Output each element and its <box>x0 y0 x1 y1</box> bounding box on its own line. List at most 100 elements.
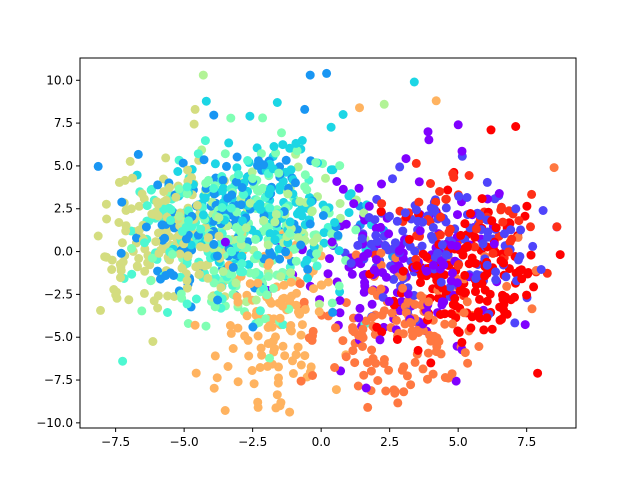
scatter-point <box>549 163 559 173</box>
scatter-point <box>523 268 533 277</box>
scatter-point <box>341 219 351 229</box>
scatter-point <box>430 207 440 217</box>
scatter-point <box>510 292 519 302</box>
scatter-point <box>510 318 520 328</box>
scatter-point <box>384 229 394 239</box>
scatter-point <box>225 321 235 330</box>
scatter-point <box>522 201 532 211</box>
scatter-point <box>174 211 184 221</box>
scatter-point <box>226 113 236 123</box>
y-tick-label: −5.0 <box>44 330 73 344</box>
scatter-point <box>223 362 233 371</box>
scatter-point <box>174 184 184 194</box>
x-tick-label: 5.0 <box>449 435 468 449</box>
scatter-point <box>140 238 149 248</box>
scatter-point <box>253 201 263 211</box>
scatter-point <box>428 260 438 270</box>
scatter-point <box>367 345 377 355</box>
scatter-point <box>416 278 425 288</box>
scatter-point <box>398 329 408 339</box>
scatter-point <box>478 239 488 249</box>
scatter-point <box>233 323 243 333</box>
scatter-point <box>102 252 112 262</box>
scatter-point <box>494 189 504 198</box>
scatter-point <box>292 288 301 298</box>
scatter-point <box>487 216 497 226</box>
scatter-point <box>140 266 150 276</box>
scatter-point <box>370 215 380 225</box>
scatter-point <box>552 222 562 232</box>
scatter-point <box>141 222 151 232</box>
scatter-point <box>270 235 280 245</box>
scatter-point <box>253 402 263 412</box>
scatter-point <box>378 268 387 278</box>
scatter-point <box>158 235 168 245</box>
scatter-point <box>428 234 438 244</box>
scatter-point <box>302 255 312 265</box>
scatter-point <box>423 348 433 358</box>
scatter-point <box>376 207 386 217</box>
scatter-point <box>527 304 537 314</box>
scatter-point <box>418 217 428 227</box>
scatter-point <box>328 307 338 317</box>
scatter-point <box>355 103 364 113</box>
scatter-point <box>191 294 201 304</box>
scatter-point <box>198 70 208 80</box>
scatter-point <box>274 168 284 178</box>
scatter-point <box>196 260 206 270</box>
scatter-point <box>354 183 364 193</box>
scatter-point <box>422 266 432 276</box>
scatter-point <box>286 268 296 278</box>
scatter-point <box>423 127 433 137</box>
scatter-point <box>332 177 342 186</box>
scatter-point <box>467 312 477 322</box>
scatter-point <box>471 287 480 297</box>
x-tick-label: 0.0 <box>312 435 331 449</box>
scatter-point <box>338 336 348 346</box>
scatter-point <box>251 295 261 305</box>
scatter-point <box>193 149 203 159</box>
scatter-point <box>153 180 163 190</box>
scatter-point <box>497 202 506 212</box>
scatter-point <box>536 265 546 274</box>
scatter-point <box>166 215 176 225</box>
scatter-point <box>357 234 367 244</box>
scatter-point <box>366 239 376 249</box>
scatter-point <box>296 208 306 218</box>
scatter-point <box>515 252 525 261</box>
scatter-point <box>506 225 516 235</box>
scatter-point <box>183 252 192 261</box>
scatter-point <box>258 113 268 123</box>
scatter-point <box>257 350 267 360</box>
scatter-point <box>466 209 475 218</box>
scatter-point <box>522 290 532 300</box>
scatter-point <box>189 119 199 129</box>
scatter-point <box>244 260 254 270</box>
scatter-point <box>311 158 321 168</box>
scatter-point <box>379 99 389 109</box>
y-tick-label: 0.0 <box>54 245 73 259</box>
scatter-point <box>416 300 426 310</box>
scatter-point <box>137 189 147 199</box>
scatter-point <box>414 197 424 207</box>
scatter-point <box>424 135 434 145</box>
x-tick-label: 2.5 <box>380 435 399 449</box>
scatter-point <box>322 68 332 78</box>
scatter-point <box>196 242 205 252</box>
scatter-point <box>401 154 411 164</box>
scatter-point <box>501 272 511 282</box>
scatter-point <box>182 283 192 293</box>
scatter-point <box>418 364 428 374</box>
scatter-point <box>380 240 390 250</box>
scatter-point <box>440 319 450 329</box>
scatter-point <box>264 258 274 268</box>
scatter-point <box>182 299 192 309</box>
scatter-point <box>422 252 431 262</box>
scatter-point <box>398 266 408 276</box>
scatter-point <box>146 185 156 195</box>
scatter-point <box>305 219 315 229</box>
x-tick-label: −5.0 <box>170 435 199 449</box>
scatter-point <box>354 330 363 340</box>
scatter-point <box>280 351 290 361</box>
scatter-point <box>335 161 345 171</box>
